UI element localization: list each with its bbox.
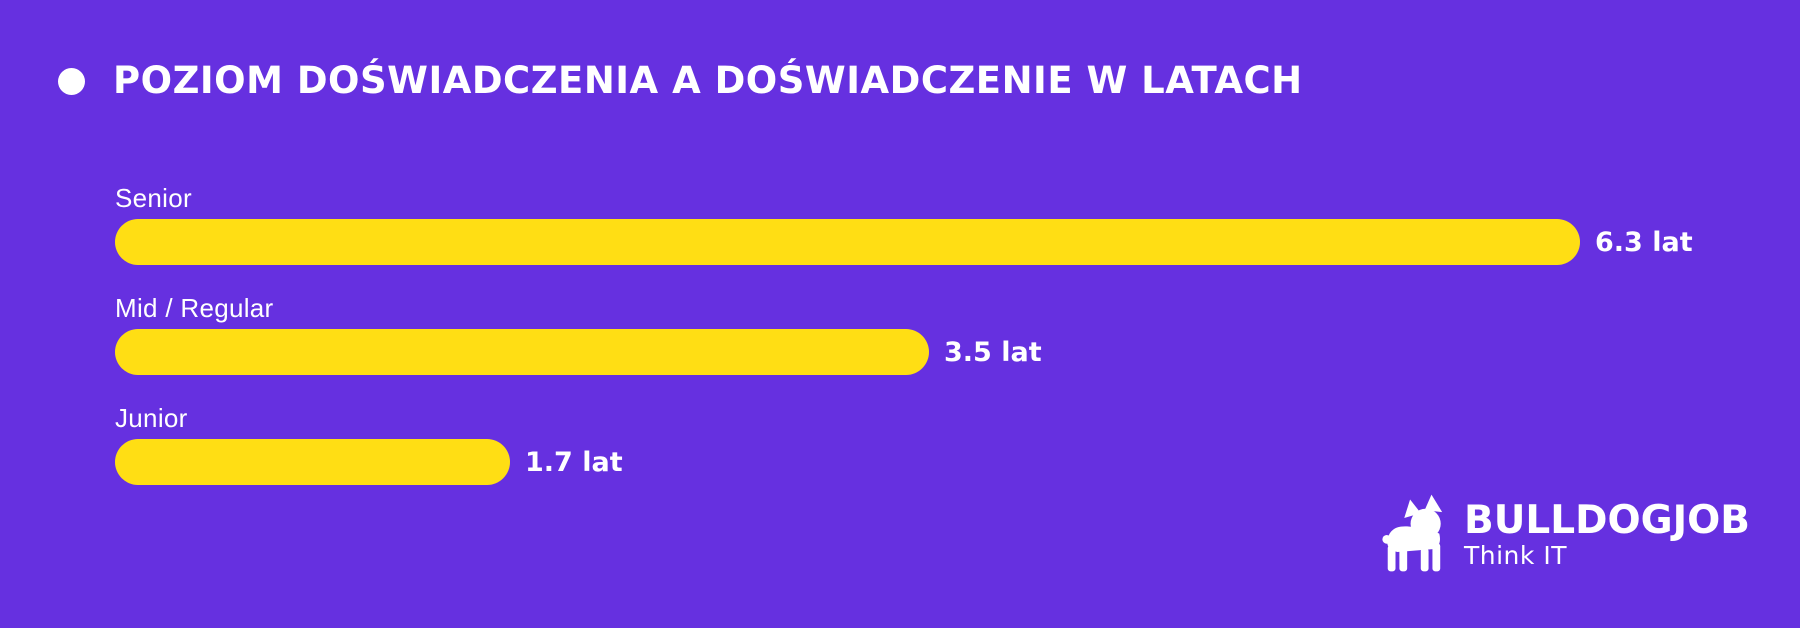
bar-line-mid-regular: 3.5 lat bbox=[115, 329, 1760, 375]
value-label-mid-regular: 3.5 lat bbox=[944, 336, 1042, 368]
chart-title: POZIOM DOŚWIADCZENIA A DOŚWIADCZENIE W L… bbox=[113, 59, 1303, 102]
bar-senior bbox=[115, 219, 1580, 265]
category-label-senior: Senior bbox=[115, 183, 192, 213]
bar-row-junior: Junior 1.7 lat bbox=[115, 404, 1760, 485]
value-label-senior: 6.3 lat bbox=[1595, 226, 1693, 258]
bar-mid-regular bbox=[115, 329, 929, 375]
bar-chart: Senior 6.3 lat Mid / Regular 3.5 lat Jun… bbox=[115, 184, 1760, 514]
title-bullet-icon bbox=[58, 67, 85, 95]
logo-brand: BULLDOGJOB bbox=[1464, 498, 1751, 543]
logo-text: BULLDOGJOB Think IT bbox=[1464, 501, 1750, 573]
value-label-junior: 1.7 lat bbox=[525, 446, 623, 478]
bulldogjob-logo: BULLDOGJOB Think IT bbox=[1378, 494, 1750, 573]
bar-junior bbox=[115, 439, 510, 485]
bar-line-junior: 1.7 lat bbox=[115, 439, 1760, 485]
logo-tagline: Think IT bbox=[1464, 541, 1567, 570]
bulldog-icon bbox=[1382, 494, 1443, 572]
category-label-junior: Junior bbox=[115, 403, 188, 433]
bar-row-mid-regular: Mid / Regular 3.5 lat bbox=[115, 294, 1760, 375]
bar-row-senior: Senior 6.3 lat bbox=[115, 184, 1760, 265]
category-label-mid-regular: Mid / Regular bbox=[115, 293, 274, 323]
chart-header: POZIOM DOŚWIADCZENIA A DOŚWIADCZENIE W L… bbox=[58, 61, 1303, 101]
bar-line-senior: 6.3 lat bbox=[115, 219, 1760, 265]
